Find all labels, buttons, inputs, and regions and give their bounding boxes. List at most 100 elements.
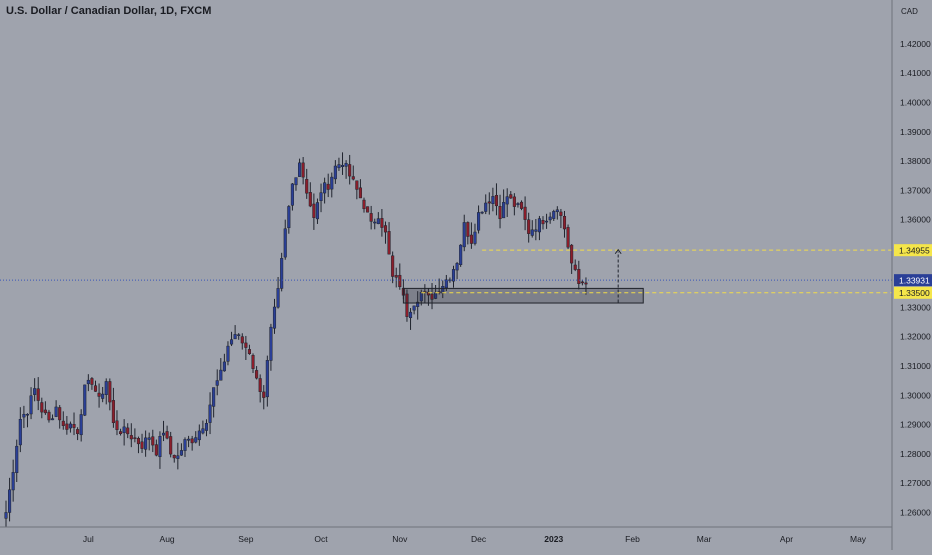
candle-body bbox=[430, 293, 434, 300]
candle bbox=[412, 305, 416, 315]
candle-body bbox=[255, 370, 259, 379]
y-tick-label: 1.28000 bbox=[900, 449, 931, 459]
candle-body bbox=[469, 234, 473, 244]
candle-body bbox=[294, 177, 298, 186]
candle-body bbox=[61, 420, 65, 426]
candle-body bbox=[283, 228, 287, 258]
candle bbox=[358, 179, 362, 199]
candle bbox=[537, 215, 541, 241]
candle-body bbox=[577, 268, 581, 284]
candle bbox=[190, 435, 194, 451]
candle-body bbox=[290, 183, 294, 206]
candle-body bbox=[319, 192, 323, 201]
candle bbox=[559, 208, 563, 229]
candle bbox=[40, 397, 44, 419]
candle bbox=[194, 431, 198, 444]
candle-body bbox=[459, 244, 463, 266]
x-tick-label: Dec bbox=[471, 534, 487, 544]
y-tick-label: 1.26000 bbox=[900, 507, 931, 517]
candle-body bbox=[172, 454, 176, 459]
candle-body bbox=[169, 436, 173, 455]
candle-body bbox=[226, 345, 230, 362]
candle bbox=[272, 298, 277, 334]
candle-body bbox=[4, 512, 8, 519]
x-tick-label: Mar bbox=[697, 534, 712, 544]
support-tag bbox=[894, 286, 932, 299]
x-tick-label: Sep bbox=[238, 534, 253, 544]
candle bbox=[287, 205, 291, 234]
candle-body bbox=[315, 202, 320, 220]
candle bbox=[541, 216, 545, 230]
candle bbox=[158, 431, 162, 469]
candle-body bbox=[480, 211, 484, 214]
support-zone bbox=[402, 287, 644, 304]
candle-body bbox=[140, 441, 144, 449]
candle bbox=[573, 259, 577, 272]
candle-body bbox=[79, 414, 83, 436]
candle-body bbox=[219, 369, 223, 381]
candle-body bbox=[265, 360, 269, 398]
candle-body bbox=[408, 311, 413, 319]
candle bbox=[237, 333, 241, 340]
current-price-tag-label: 1.33931 bbox=[899, 275, 930, 285]
candle bbox=[391, 251, 395, 284]
candle-body bbox=[580, 281, 584, 284]
candle bbox=[509, 191, 513, 199]
candle-body bbox=[487, 201, 491, 204]
candle-body bbox=[516, 203, 520, 206]
candle-body bbox=[330, 176, 334, 190]
candle bbox=[545, 213, 549, 229]
candle-body bbox=[25, 413, 30, 416]
candle bbox=[68, 421, 72, 433]
candle-body bbox=[8, 489, 12, 513]
candle bbox=[570, 244, 574, 274]
candle bbox=[172, 454, 176, 463]
candle-body bbox=[351, 176, 355, 180]
candle-body bbox=[491, 196, 495, 204]
candle bbox=[333, 160, 337, 184]
candle bbox=[280, 252, 284, 292]
candle-body bbox=[298, 162, 302, 177]
candle-body bbox=[197, 430, 201, 441]
candle-body bbox=[183, 439, 187, 451]
support-tag-label: 1.33500 bbox=[899, 288, 930, 298]
candle bbox=[183, 437, 187, 457]
candle-body bbox=[555, 209, 559, 213]
candle-body bbox=[65, 423, 69, 430]
candle-body bbox=[355, 180, 359, 190]
candle-body bbox=[380, 218, 384, 228]
resistance-tag-label: 1.34955 bbox=[899, 245, 930, 255]
candle bbox=[498, 194, 502, 229]
candle-body bbox=[229, 339, 234, 345]
candle bbox=[147, 432, 151, 451]
candle-body bbox=[40, 402, 44, 413]
candle-body bbox=[537, 218, 541, 233]
y-tick-label: 1.27000 bbox=[900, 478, 931, 488]
candle-body bbox=[348, 164, 352, 177]
candle-body bbox=[376, 218, 380, 225]
candle-body bbox=[519, 201, 524, 209]
candle-body bbox=[151, 436, 155, 446]
candle-body bbox=[559, 211, 563, 216]
candle-body bbox=[466, 222, 470, 237]
x-tick-label: Aug bbox=[160, 534, 175, 544]
candle-body bbox=[573, 264, 577, 270]
candle-body bbox=[15, 445, 19, 474]
candle-body bbox=[272, 306, 277, 329]
candle bbox=[240, 333, 244, 350]
candle-body bbox=[190, 438, 194, 444]
candle-body bbox=[426, 291, 430, 296]
candle bbox=[33, 378, 37, 402]
candle bbox=[276, 276, 280, 309]
candle bbox=[484, 194, 488, 215]
candle bbox=[555, 206, 559, 220]
candle bbox=[394, 267, 398, 288]
candle bbox=[43, 401, 47, 415]
candle bbox=[151, 429, 155, 453]
candle bbox=[169, 431, 173, 458]
x-tick-label: Jul bbox=[83, 534, 94, 544]
candle-body bbox=[119, 431, 123, 435]
candle-body bbox=[97, 392, 101, 397]
